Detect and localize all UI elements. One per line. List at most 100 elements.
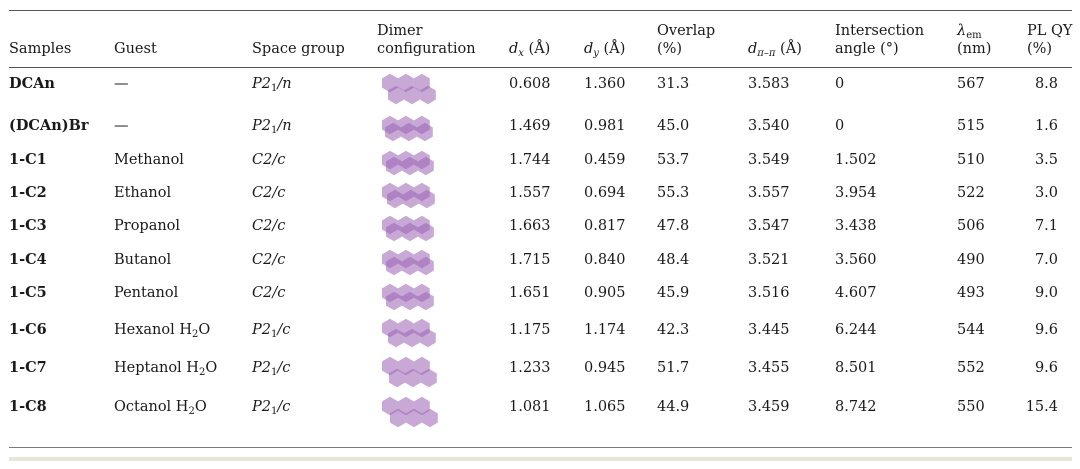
plqy-cell: 9.6 [1034, 322, 1058, 338]
dimer-hexagon [401, 122, 417, 142]
overlap-cell: 44.9 [657, 399, 690, 415]
dimer-hexagon [417, 156, 434, 176]
guest-cell: Methanol [114, 152, 184, 168]
dimer-hexagon [416, 122, 433, 142]
dx-cell: 1.744 [509, 152, 551, 168]
overlap-cell: 31.3 [657, 76, 690, 92]
dimer-hexagon [382, 396, 398, 416]
guest-cell: Heptanol H2O [114, 360, 218, 378]
plqy-cell: 7.1 [1034, 218, 1058, 234]
overlap-cell: 51.7 [657, 360, 690, 376]
lambda-em-cell: 515 [957, 118, 985, 134]
dy-cell: 0.459 [584, 152, 626, 168]
space-group-cell: P21/c [252, 360, 291, 378]
sample-cell: DCAn [9, 75, 55, 92]
dy-cell: 0.817 [584, 218, 626, 234]
angle-cell: 0 [835, 76, 845, 92]
dimer-hexagon [417, 256, 434, 276]
header-lambda-em: λem [957, 23, 982, 41]
space-group-cell: P21/n [252, 76, 292, 94]
dimer-hexagon [385, 122, 401, 142]
dimer-hexagon [406, 408, 422, 428]
space-group-cell: C2/c [252, 152, 286, 168]
dimer-hexagon [420, 368, 437, 388]
header-angle-line2: angle (°) [835, 41, 899, 57]
overlap-cell: 42.3 [657, 322, 690, 338]
dy-cell: 0.840 [584, 252, 626, 268]
lambda-em-cell: 552 [957, 360, 985, 376]
overlap-cell: 48.4 [657, 252, 690, 268]
dimer-hexagon [388, 85, 404, 105]
space-group-cell: C2/c [252, 252, 286, 268]
header-dpipi: dπ–π (Å) [748, 41, 802, 59]
guest-cell: Octanol H2O [114, 399, 207, 417]
angle-cell: 0 [835, 118, 845, 134]
header-overlap-line2: (%) [657, 41, 683, 57]
dimer-hexagon [404, 328, 420, 348]
dimer-hexagon [386, 156, 402, 176]
guest-cell: Pentanol [114, 285, 179, 301]
header-plqy-line1: PL QY [1027, 23, 1073, 39]
header-guest: Guest [114, 41, 157, 57]
sample-cell: 1-C4 [9, 251, 47, 268]
sample-cell: 1-C2 [9, 184, 47, 201]
dimer-hexagon [402, 291, 418, 311]
dimer-configuration-image [377, 280, 447, 320]
angle-cell: 3.954 [835, 185, 877, 201]
sample-cell: 1-C7 [9, 359, 47, 376]
space-group-cell: C2/c [252, 218, 286, 234]
header-angle-line1: Intersection [835, 23, 925, 39]
dx-cell: 1.233 [509, 360, 551, 376]
angle-cell: 3.438 [835, 218, 877, 234]
space-group-cell: P21/c [252, 322, 291, 340]
plqy-cell: 1.6 [1034, 118, 1058, 134]
dy-cell: 0.694 [584, 185, 626, 201]
overlap-cell: 55.3 [657, 185, 690, 201]
dx-cell: 1.715 [509, 252, 551, 268]
dy-cell: 0.945 [584, 360, 626, 376]
header-dx: dx (Å) [509, 41, 551, 59]
header-samples: Samples [9, 41, 72, 57]
angle-cell: 4.607 [835, 285, 877, 301]
dimer-configuration-image [377, 112, 447, 152]
space-group-cell: P21/c [252, 399, 291, 417]
dimer-configuration-image [377, 147, 447, 187]
header-overlap-line1: Overlap [657, 23, 716, 39]
dx-cell: 0.608 [509, 76, 551, 92]
dpipi-cell: 3.547 [748, 218, 790, 234]
lambda-em-cell: 493 [957, 285, 985, 301]
overlap-cell: 45.9 [657, 285, 690, 301]
dimer-hexagon [419, 328, 436, 348]
dy-cell: 1.065 [584, 399, 626, 415]
guest-cell: Hexanol H2O [114, 322, 211, 340]
dimer-configuration-image [377, 393, 447, 433]
guest-cell: Propanol [114, 218, 181, 234]
dpipi-cell: 3.540 [748, 118, 790, 134]
dimer-hexagon [419, 85, 436, 105]
dimer-hexagon [398, 396, 414, 416]
header-dimer-line2: configuration [377, 41, 476, 57]
dimer-configuration-image [377, 353, 447, 393]
dx-cell: 1.557 [509, 185, 551, 201]
header-space-group: Space group [252, 41, 345, 57]
footer-band [9, 457, 1072, 461]
dx-cell: 1.081 [509, 399, 551, 415]
plqy-cell: 8.8 [1034, 76, 1058, 92]
guest-cell: Butanol [114, 252, 172, 268]
sample-cell: (DCAn)Br [9, 117, 89, 134]
header-dimer-line1: Dimer [377, 23, 423, 39]
lambda-em-cell: 510 [957, 152, 985, 168]
dimer-hexagon [404, 85, 420, 105]
dimer-configuration-image [377, 212, 447, 252]
dpipi-cell: 3.455 [748, 360, 790, 376]
dy-cell: 0.905 [584, 285, 626, 301]
space-group-cell: P21/n [252, 118, 292, 136]
angle-cell: 8.501 [835, 360, 877, 376]
guest-cell: Ethanol [114, 185, 172, 201]
dx-cell: 1.663 [509, 218, 551, 234]
dy-cell: 1.360 [584, 76, 626, 92]
dimer-configuration-image [377, 246, 447, 286]
bottom-rule [9, 447, 1072, 448]
guest-cell: — [114, 118, 129, 134]
lambda-em-cell: 567 [957, 76, 985, 92]
